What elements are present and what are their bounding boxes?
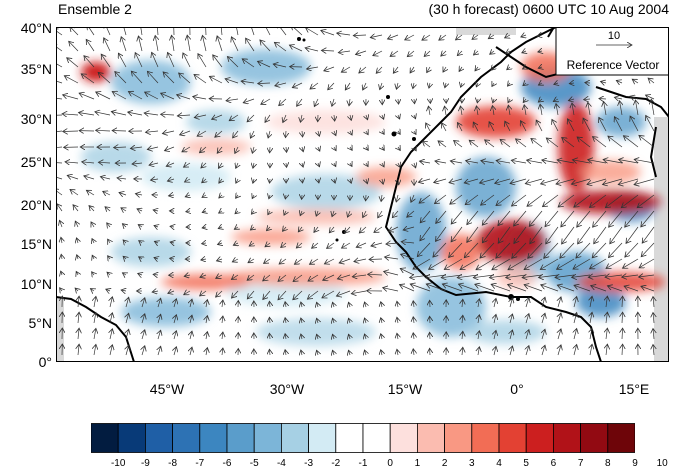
colorbar-cell <box>173 424 200 453</box>
colorbar-label: -6 <box>223 458 232 470</box>
reference-vector-box: 10 Reference Vector <box>556 27 669 75</box>
colorbar-cell <box>472 424 499 453</box>
colorbar-label: -1 <box>359 458 368 470</box>
land-grey-n <box>456 27 516 35</box>
colorbar-cell <box>608 424 635 453</box>
wind-vector <box>270 179 271 183</box>
colorbar-cell <box>118 424 145 453</box>
colorbar-cell <box>553 424 580 453</box>
colorbar-label: 7 <box>578 458 584 470</box>
y-tick-label: 40°N <box>21 21 52 35</box>
colorbar-cell <box>309 424 336 453</box>
colorbar-label: -8 <box>168 458 177 470</box>
colorbar-label: 9 <box>632 458 638 470</box>
colorbar-cell <box>581 424 608 453</box>
colorbar-label: 6 <box>551 458 557 470</box>
wind-vector <box>369 259 382 260</box>
colorbar-label: 0 <box>387 458 393 470</box>
colorbar-label: -2 <box>331 458 340 470</box>
colorbar-cell <box>227 424 254 453</box>
colorbar-label: -10 <box>111 458 125 470</box>
y-tick-label: 35°N <box>21 62 52 76</box>
y-tick-label: 30°N <box>21 112 52 126</box>
x-tick-label: 45°W <box>150 381 184 397</box>
colorbar-cell <box>445 424 472 453</box>
colorbar <box>91 423 635 453</box>
x-tick-label: 30°W <box>270 381 304 397</box>
colorbar-cell <box>390 424 417 453</box>
colorbar-label: 3 <box>469 458 475 470</box>
colorbar-label: -4 <box>277 458 286 470</box>
colorbar-cell <box>91 424 118 453</box>
colorbar-label: -9 <box>141 458 150 470</box>
colorbar-label: 4 <box>496 458 502 470</box>
colorbar-cell <box>499 424 526 453</box>
colorbar-cell <box>254 424 281 453</box>
wind-vector <box>286 131 287 138</box>
y-tick-label: 20°N <box>21 198 52 212</box>
colorbar-label: -7 <box>195 458 204 470</box>
y-tick-label: 0° <box>39 355 52 369</box>
map-plot: 10 Reference Vector <box>56 27 669 362</box>
wind-vector <box>112 131 126 132</box>
x-tick-label: 15°E <box>619 381 650 397</box>
colorbar-cell <box>145 424 172 453</box>
colorbar-cell <box>336 424 363 453</box>
colorbar-label: 1 <box>415 458 421 470</box>
colorbar-label: 8 <box>605 458 611 470</box>
wind-vector <box>599 99 606 100</box>
colorbar-label: -3 <box>304 458 313 470</box>
plot-title-right: (30 h forecast) 0600 UTC 10 Aug 2004 <box>429 0 669 18</box>
wind-vector <box>63 131 78 132</box>
reference-vector-value: 10 <box>608 30 620 42</box>
colorbar-label: -5 <box>250 458 259 470</box>
colorbar-label: 5 <box>523 458 529 470</box>
y-tick-label: 15°N <box>21 237 52 251</box>
x-tick-label: 15°W <box>388 381 422 397</box>
plot-title-left: Ensemble 2 <box>58 0 132 18</box>
colorbar-label: 10 <box>657 458 668 470</box>
land-grey-e <box>654 117 669 362</box>
colorbar-cell <box>200 424 227 453</box>
reference-vector-label: Reference Vector <box>567 58 660 72</box>
land-grey-sw <box>56 297 64 362</box>
colorbar-cell <box>281 424 308 453</box>
y-tick-label: 5°N <box>29 316 53 330</box>
y-tick-label: 10°N <box>21 277 52 291</box>
colorbar-cell <box>417 424 444 453</box>
y-tick-label: 25°N <box>21 155 52 169</box>
x-tick-label: 0° <box>510 381 523 397</box>
colorbar-cell <box>363 424 390 453</box>
colorbar-label: 2 <box>442 458 448 470</box>
colorbar-cell <box>526 424 553 453</box>
